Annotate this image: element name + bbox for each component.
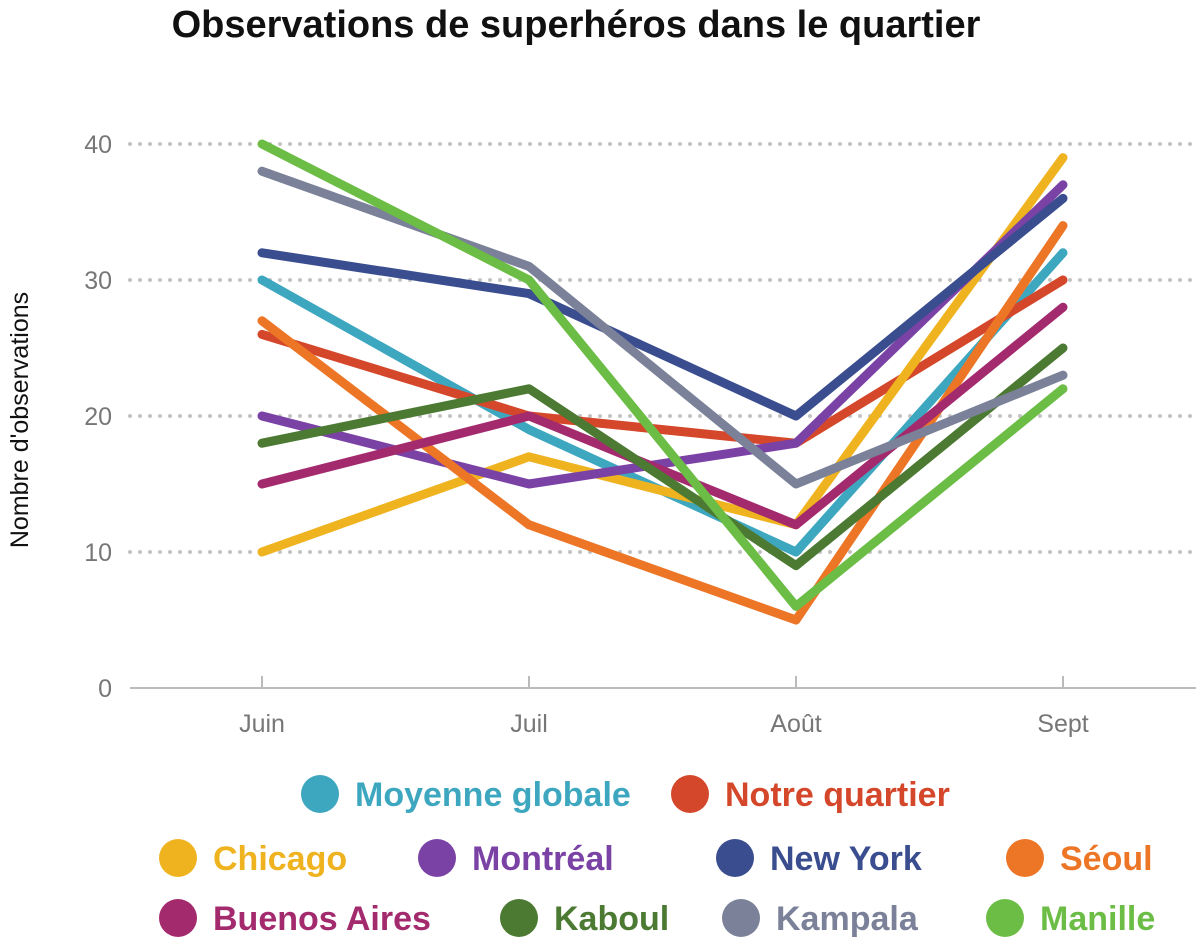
y-tick-label: 20 — [84, 403, 112, 431]
legend-label: Chicago — [213, 840, 347, 878]
y-tick-label: 40 — [84, 131, 112, 159]
legend-swatch — [418, 839, 456, 877]
x-ticks: Juin Juil Août Sept — [239, 676, 1089, 738]
grid-layer — [128, 142, 1198, 554]
legend-swatch — [671, 775, 709, 813]
chart-title: Observations de superhéros dans le quart… — [171, 4, 981, 46]
series-line — [257, 166, 1068, 489]
legend-swatch — [500, 899, 538, 937]
x-tick-label: Sept — [1037, 710, 1088, 738]
legend-swatch — [722, 899, 760, 937]
x-tick-label: Août — [770, 710, 821, 738]
series-line — [257, 153, 1068, 557]
series-line — [257, 275, 1068, 448]
legend-swatch — [301, 775, 339, 813]
x-tick-label: Juin — [239, 710, 285, 738]
y-ticks: 0 10 20 30 40 — [84, 131, 112, 703]
legend-label: Montréal — [472, 840, 614, 878]
y-tick-label: 0 — [98, 675, 112, 703]
series-line — [257, 193, 1068, 421]
legend-label: Séoul — [1060, 840, 1153, 878]
legend-swatch — [986, 899, 1024, 937]
series-line — [257, 302, 1068, 530]
legend-label: Notre quartier — [725, 776, 950, 814]
legend-label: Kampala — [776, 900, 919, 938]
legend-swatch — [159, 899, 197, 937]
legend-swatch — [716, 839, 754, 877]
legend-swatch — [159, 839, 197, 877]
y-tick-label: 10 — [84, 539, 112, 567]
x-tick-label: Juil — [510, 710, 548, 738]
series-line — [257, 221, 1068, 625]
series-layer — [257, 139, 1068, 625]
series-line — [257, 343, 1068, 571]
series-line — [257, 139, 1068, 611]
y-tick-label: 30 — [84, 267, 112, 295]
legend-label: Moyenne globale — [355, 776, 631, 814]
legend-label: New York — [770, 840, 922, 878]
legend-label: Manille — [1040, 900, 1155, 938]
legend-label: Buenos Aires — [213, 900, 431, 938]
legend-label: Kaboul — [554, 900, 669, 938]
legend: Moyenne globale Notre quartier Chicago Mont… — [159, 775, 1155, 938]
y-axis-label: Nombre d'observations — [6, 292, 34, 548]
legend-swatch — [1006, 839, 1044, 877]
